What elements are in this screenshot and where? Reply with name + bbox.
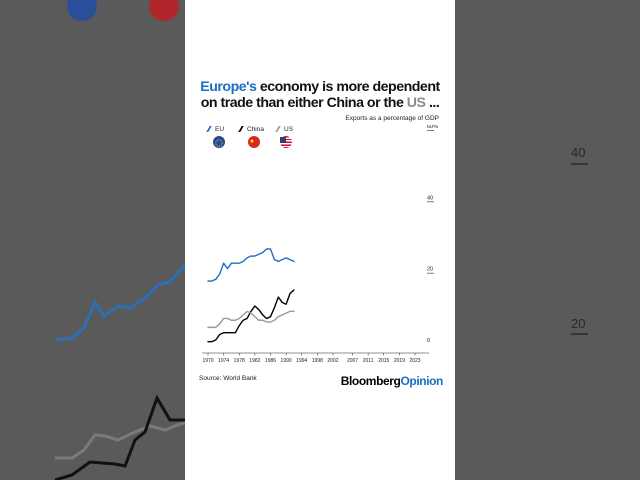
chart-title: Europe's economy is more dependent on tr… [193, 79, 447, 111]
brand-opinion: Opinion [400, 374, 443, 388]
x-tick-label-1986: 1986 [265, 358, 276, 364]
x-tick-label-1990: 1990 [281, 358, 292, 364]
source-note: Source: World Bank [199, 375, 257, 382]
x-tick-label-2015: 2015 [378, 358, 389, 364]
legend-eu-label: EU [215, 126, 225, 133]
title-ellipsis: ... [425, 95, 440, 111]
bloomberg-opinion-logo: BloombergOpinion [340, 374, 444, 388]
legend-us-label: US [284, 126, 294, 133]
title-us: US [406, 95, 426, 111]
legend-item-china: China [238, 126, 264, 133]
us-flag-icon [280, 136, 292, 148]
chart-subtitle: Exports as a percentage of GDP [345, 115, 439, 122]
series-line-eu [207, 248, 295, 282]
y-tick-label-3: 60% [427, 125, 438, 130]
china-flag-icon [248, 136, 260, 148]
bg-us-line [55, 421, 186, 460]
eu-flag-icon [213, 136, 225, 148]
eu-flag-icon [67, 0, 97, 21]
bg-china-line [54, 394, 185, 480]
y-tick-label-0: 0 [427, 338, 430, 344]
x-tick-label-2023: 2023 [409, 358, 420, 364]
x-tick-label-2007: 2007 [347, 358, 358, 364]
china-flag-icon [149, 0, 179, 21]
x-tick-label-1982: 1982 [249, 358, 260, 364]
chart-card: Europe's economy is more dependent on tr… [185, 0, 455, 480]
legend: EU China US [205, 126, 315, 150]
chart-plot: 1970 1974 1978 1982 1986 1990 1994 1998 2002 2007… [202, 125, 438, 364]
x-tick-label-1970: 1970 [202, 358, 213, 364]
x-tick-label-1998: 1998 [312, 358, 323, 364]
x-tick-label-2019: 2019 [394, 358, 405, 364]
legend-china-label: China [247, 126, 264, 133]
bg-ytick-40: 40 [571, 145, 585, 160]
title-europe: Europe's [200, 79, 257, 95]
x-tick-label-2011: 2011 [363, 358, 374, 364]
y-tick-label-1: 20 [427, 267, 433, 273]
x-tick-label-2002: 2002 [327, 358, 338, 364]
x-tick-label-1978: 1978 [234, 358, 245, 364]
x-tick-label-1974: 1974 [218, 358, 229, 364]
bg-ytick-20: 20 [571, 316, 585, 331]
y-tick-label-2: 40 [427, 195, 433, 201]
brand-bloomberg: Bloomberg [340, 374, 401, 388]
series-line-us [207, 310, 295, 329]
legend-item-us: US [275, 126, 294, 133]
series-line-china [207, 289, 295, 343]
title-middle: economy is more dependent on trade than … [200, 79, 441, 111]
x-tick-label-1994: 1994 [296, 358, 307, 364]
bg-eu-line [54, 264, 187, 342]
legend-item-eu: EU [206, 126, 225, 133]
